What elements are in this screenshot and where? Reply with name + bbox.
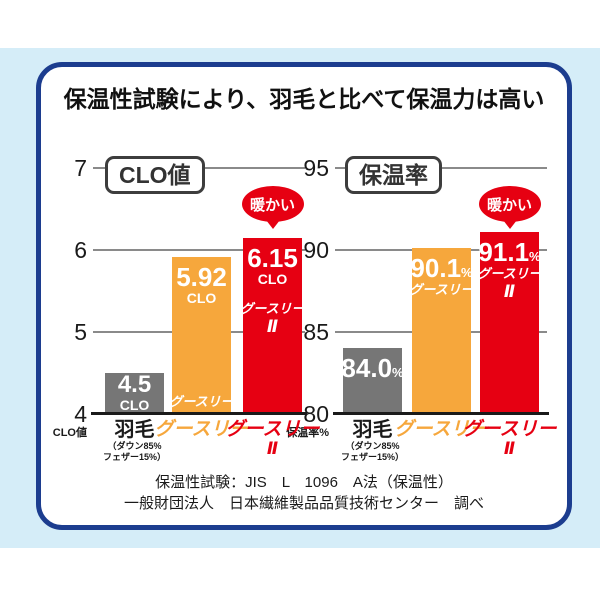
bar-value: 4.5 [118,373,151,397]
retention-chart-plot: 95 90 85 80 保温率% 保温率 84.0% 羽毛 （ダウン85% フェザー15%） 90.… [286,156,557,462]
warm-callout-bubble: 暖かい [241,186,304,229]
y-axis-unit-label: 保温率% [286,427,329,439]
y-tick-label: 5 [74,319,87,345]
category-composition-note: （ダウン85% [107,441,162,451]
warm-callout-bubble: 暖かい [478,186,541,229]
infographic-card: 保温性試験により、羽毛と比べて保温力は高い 7 6 5 4 CLO値 CLO値 4.5 CLO… [36,62,572,530]
category-name: グースリー [462,419,557,440]
bar-value-number: 5.92 [176,262,227,292]
bar-value-percent-sign: % [529,249,541,264]
y-tick-label: 90 [303,237,329,263]
category-composition-note: フェザー15%） [340,451,405,462]
y-axis-unit-label: CLO値 [52,427,87,439]
chart-title-box: CLO値 [105,156,205,195]
category-composition-note: フェザー15%） [102,451,167,462]
category-name: 羽毛 [352,419,393,441]
category-name: 羽毛 [114,419,155,441]
bar-value: 6.15 [247,245,298,271]
category-name-numeral: Ⅱ [503,438,516,458]
bar-goosely-2: 91.1% グースリー Ⅱ [477,232,542,414]
y-tick-label: 7 [74,155,87,181]
x-axis-baseline [333,412,549,415]
bar-value-percent-sign: % [392,365,404,380]
bar-value-number: 91.1 [478,237,530,267]
footnote: 保温性試験：JIS L 1096 A法（保温性） 一般財団法人 日本繊維製品品質… [41,472,567,516]
bar-goosely: 90.1% グースリー [409,248,474,414]
bar-value-number: 6.15 [247,243,298,273]
bar-value-number: 84.0 [341,353,393,383]
warm-callout-text: 暖かい [486,196,532,214]
y-tick-label: 6 [74,237,87,263]
category-name: グースリー [225,419,320,440]
bar-product-name: グースリー [169,393,234,409]
gridline [93,249,305,251]
warm-callout-text: 暖かい [249,196,295,214]
chart-title-box: 保温率 [345,156,442,195]
bar-value-number: 90.1 [410,253,462,283]
category-label: 羽毛 （ダウン85% フェザー15%） [341,420,404,463]
bubble-tail [265,220,280,229]
bar-product-name-numeral: Ⅱ [266,317,279,337]
category-label: グースリー Ⅱ [462,420,556,458]
y-tick-label: 95 [303,155,329,181]
bubble-tail [502,220,517,229]
bar-product-name: グースリー [477,266,542,281]
bar-down: 84.0% [341,348,404,414]
category-name: グースリー [154,419,249,440]
clo-chart-plot: 7 6 5 4 CLO値 CLO値 4.5 CLO 羽毛 （ダウン85% フェザー15%） 5.92 C… [53,156,320,462]
bar-goosely: 5.92 CLO グースリー [169,257,234,414]
bar-unit-label: CLO [257,271,288,287]
bar-value: 90.1% [410,255,472,281]
bar-value: 91.1% [478,239,540,265]
bar-goosely-2: 6.15 CLO グースリー Ⅱ [240,238,305,414]
y-tick-label: 80 [303,401,329,427]
page-title: 保温性試験により、羽毛と比べて保温力は高い [63,86,545,112]
y-tick-label: 4 [74,401,87,427]
category-label: グースリー [154,420,248,440]
bar-value-percent-sign: % [461,265,473,280]
category-label: グースリー Ⅱ [225,420,319,458]
category-composition-note: （ダウン85% [345,441,400,451]
bar-product-name-numeral: Ⅱ [503,282,516,302]
bar-value: 5.92 [176,264,227,290]
bar-unit-label: CLO [186,290,217,306]
category-label: グースリー [394,420,488,440]
category-name-numeral: Ⅱ [266,438,279,458]
y-tick-label: 85 [303,319,329,345]
footnote-line-1: 保温性試験：JIS L 1096 A法（保温性） [155,473,453,491]
bar-value: 84.0% [341,355,403,381]
category-label: 羽毛 （ダウン85% フェザー15%） [103,420,166,463]
x-axis-baseline [91,412,307,415]
category-name: グースリー [394,419,489,440]
bar-product-name: グースリー [240,300,305,316]
bar-down: 4.5 CLO [105,373,164,414]
bar-product-name: グースリー [409,282,474,297]
bar-value-number: 4.5 [117,371,152,398]
bar-unit-label: CLO [119,397,150,413]
footnote-line-2: 一般財団法人 日本繊維製品品質技術センター 調べ [123,495,484,513]
